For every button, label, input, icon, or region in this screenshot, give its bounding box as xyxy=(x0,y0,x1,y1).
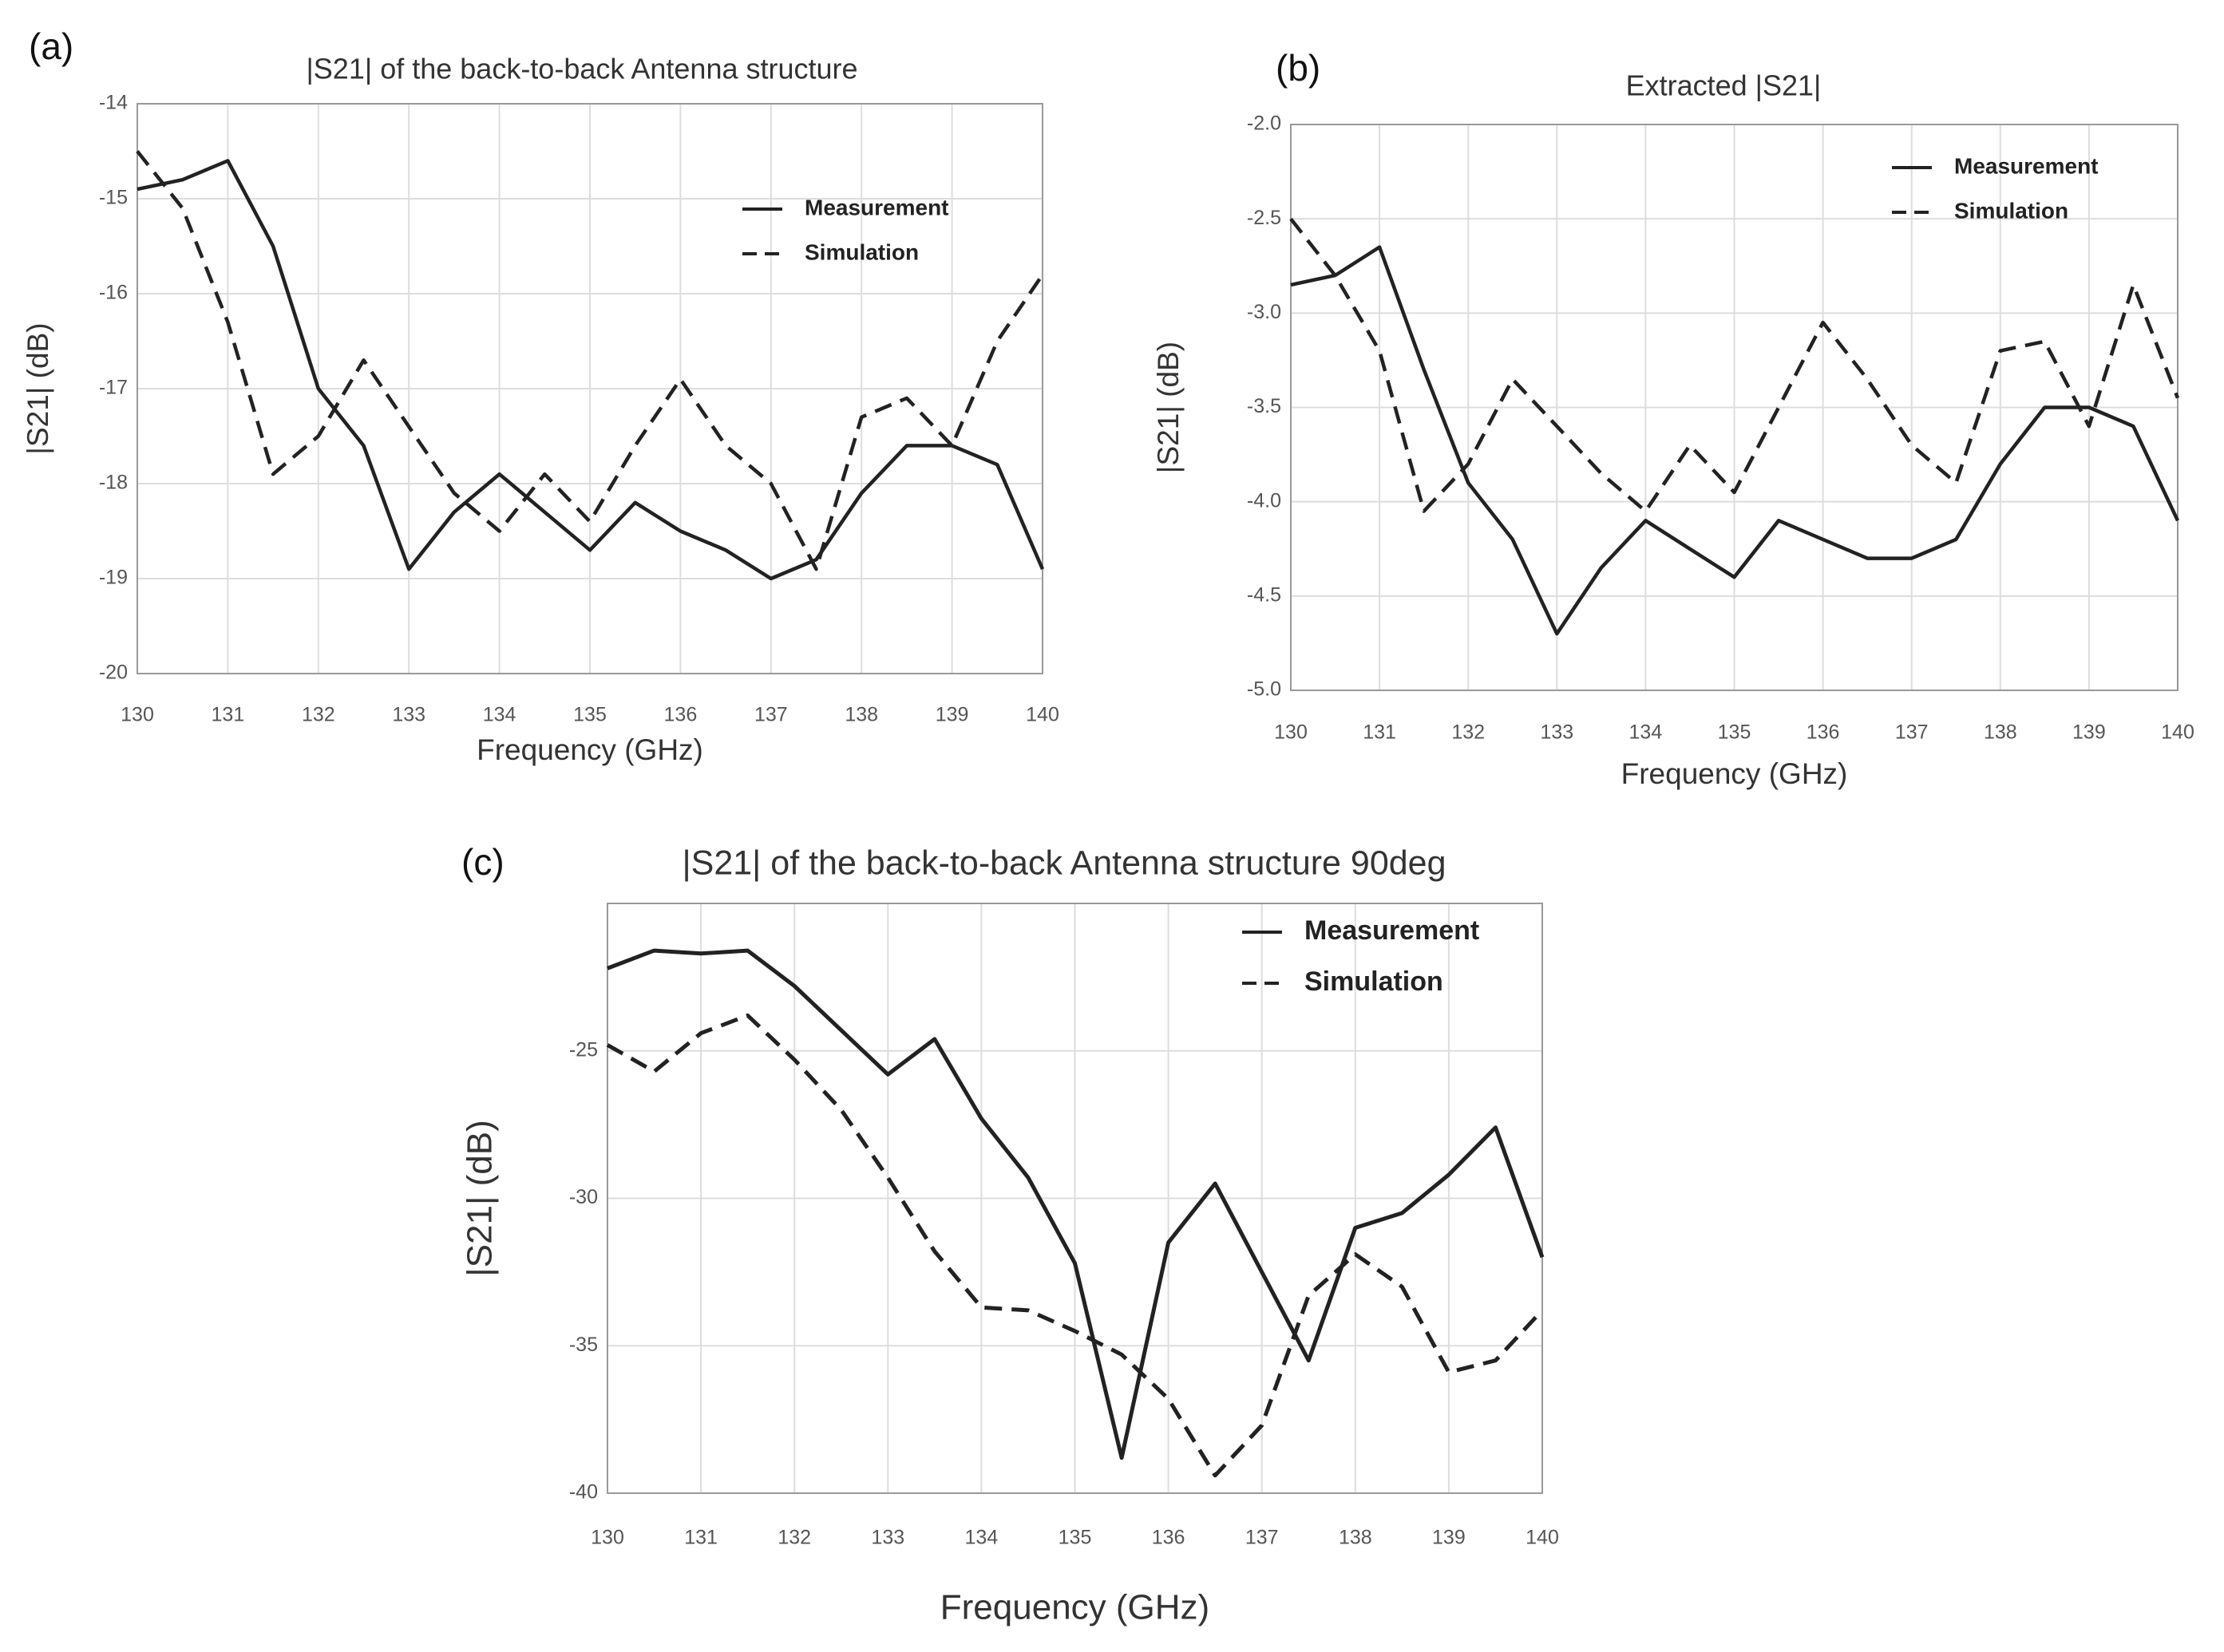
x-tick-label: 135 xyxy=(1059,1527,1092,1549)
y-tick-label: -3.5 xyxy=(1247,395,1281,417)
series-line xyxy=(606,1013,1544,1478)
x-tick-label: 135 xyxy=(573,704,607,726)
y-tick-label: -2.5 xyxy=(1247,207,1281,229)
y-axis-label: |S21| (dB) xyxy=(461,1120,500,1277)
x-tick-label: 134 xyxy=(483,704,516,726)
x-tick-label: 133 xyxy=(871,1527,904,1549)
y-tick-label: -19 xyxy=(99,567,128,589)
x-tick-label: 138 xyxy=(845,704,878,726)
x-tick-label: 132 xyxy=(1451,721,1485,744)
x-tick-label: 140 xyxy=(1526,1527,1559,1549)
y-tick-label: -4.5 xyxy=(1247,583,1281,606)
y-tick-label: -16 xyxy=(99,282,128,304)
y-axis-label: |S21| (dB) xyxy=(22,322,54,454)
x-tick-label: 137 xyxy=(1895,721,1929,744)
y-tick-label: -5.0 xyxy=(1247,678,1281,701)
x-tick-label: 134 xyxy=(965,1527,999,1549)
x-tick-label: 140 xyxy=(1026,704,1059,726)
x-tick-label: 136 xyxy=(664,704,698,726)
x-tick-label: 136 xyxy=(1807,721,1840,744)
x-tick-label: 137 xyxy=(754,704,788,726)
x-tick-label: 133 xyxy=(1540,721,1573,744)
series-line xyxy=(607,948,1545,1460)
x-axis-label: Frequency (GHz) xyxy=(1621,757,1848,790)
x-tick-label: 136 xyxy=(1152,1527,1185,1549)
x-axis-label: Frequency (GHz) xyxy=(940,1588,1209,1627)
y-tick-label: -4.0 xyxy=(1247,489,1281,512)
legend-label: Simulation xyxy=(1304,966,1443,997)
legend-label: Simulation xyxy=(1954,198,2068,223)
series-line xyxy=(137,159,1045,581)
legend-label: Measurement xyxy=(1304,915,1479,946)
y-tick-label: -30 xyxy=(569,1186,598,1208)
series-line xyxy=(1289,217,2180,513)
plot-frame xyxy=(137,103,1043,674)
legend-label: Measurement xyxy=(1954,153,2099,178)
x-tick-label: 130 xyxy=(591,1527,624,1549)
panel: 130 131 132 133 134 135 136 137 138 139 140 -5.0 -4.… xyxy=(1152,47,2194,790)
y-tick-label: -3.0 xyxy=(1247,301,1281,323)
x-tick-label: 130 xyxy=(121,704,154,726)
plot-frame xyxy=(1290,124,2178,691)
plot-frame xyxy=(607,903,1543,1494)
x-tick-label: 134 xyxy=(1629,721,1663,744)
y-tick-label: -18 xyxy=(99,472,128,494)
panel: 130 131 132 133 134 135 136 137 138 139 140 -20 -19 -… xyxy=(22,26,1059,766)
chart-title: |S21| of the back-to-back Antenna struct… xyxy=(306,53,857,85)
x-tick-label: 131 xyxy=(684,1527,718,1549)
x-tick-label: 139 xyxy=(2072,721,2106,744)
panel: 130 131 132 133 134 135 136 137 138 139 140 -40 -35 -… xyxy=(461,841,1559,1626)
series-line xyxy=(1290,245,2180,636)
y-tick-label: -25 xyxy=(569,1038,598,1061)
y-tick-label: -40 xyxy=(569,1481,598,1504)
x-tick-label: 130 xyxy=(1274,721,1308,744)
x-tick-label: 138 xyxy=(1984,721,2017,744)
x-tick-label: 135 xyxy=(1718,721,1751,744)
panel-label: (b) xyxy=(1276,47,1320,89)
y-tick-label: -15 xyxy=(99,187,128,209)
x-tick-label: 131 xyxy=(212,704,245,726)
y-tick-label: -14 xyxy=(99,92,128,114)
x-axis-label: Frequency (GHz) xyxy=(477,733,703,766)
chart-title: Extracted |S21| xyxy=(1626,69,1822,102)
panel-label: (c) xyxy=(461,841,505,883)
x-tick-label: 131 xyxy=(1363,721,1396,744)
legend-label: Measurement xyxy=(805,195,949,219)
x-tick-label: 139 xyxy=(936,704,969,726)
x-tick-label: 140 xyxy=(2161,721,2194,744)
y-tick-label: -2.0 xyxy=(1247,113,1281,135)
panel-label: (a) xyxy=(29,26,73,67)
legend-label: Simulation xyxy=(805,239,919,264)
x-tick-label: 139 xyxy=(1432,1527,1466,1549)
y-axis-label: |S21| (dB) xyxy=(1152,342,1185,473)
y-tick-label: -35 xyxy=(569,1334,598,1356)
y-tick-label: -20 xyxy=(99,662,128,684)
chart-title: |S21| of the back-to-back Antenna struct… xyxy=(682,844,1446,882)
y-tick-label: -17 xyxy=(99,377,128,399)
x-tick-label: 133 xyxy=(392,704,425,726)
x-tick-label: 138 xyxy=(1339,1527,1372,1549)
x-tick-label: 132 xyxy=(302,704,335,726)
x-tick-label: 137 xyxy=(1245,1527,1279,1549)
x-tick-label: 132 xyxy=(778,1527,811,1549)
